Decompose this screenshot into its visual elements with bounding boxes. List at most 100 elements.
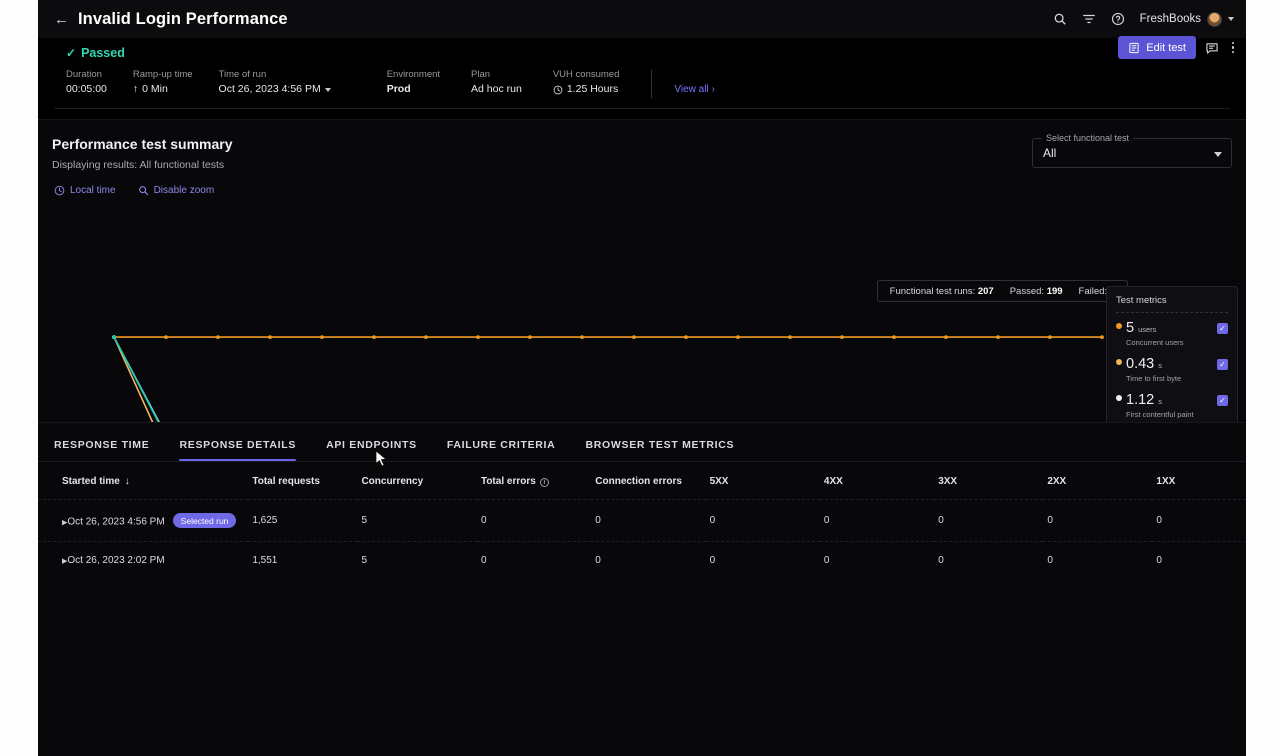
meta-environment: Environment Prod (387, 68, 440, 97)
table-header-1xx: 1XX (1152, 462, 1246, 500)
meta-vuh: VUH consumed 1.25 Hours (553, 68, 620, 97)
arrow-left-icon[interactable]: ← (54, 10, 69, 28)
stat-passed-label: Passed: (1009, 285, 1045, 297)
meta-rampup-value: 0 Min (142, 83, 168, 95)
stat-failed-label: Failed: (1078, 285, 1108, 297)
cell-connection-errors: 0 (591, 541, 706, 579)
functional-test-stats: Functional test runs: 207 Passed: 199 Fa… (876, 280, 1128, 302)
zoom-icon (138, 185, 149, 196)
header-extra-actions (1205, 36, 1234, 59)
cell-c4xx: 0 (819, 541, 935, 579)
info-icon[interactable]: i (539, 478, 549, 487)
stat-runs-label: Functional test runs: (889, 285, 976, 297)
table-row[interactable]: ▶Oct 26, 2023 4:56 PM Selected run 1,625 5 0… (38, 499, 1246, 542)
meta-duration-value: 00:05:00 (66, 83, 107, 95)
table-header-started-time[interactable]: Started time ↓ (38, 462, 249, 500)
account-menu[interactable]: FreshBooks (1139, 11, 1234, 27)
metric-value-row: 1.12 s (1116, 392, 1228, 408)
arrow-up-icon: ↑ (132, 83, 139, 95)
help-circle-icon[interactable] (1111, 12, 1126, 27)
divider (54, 108, 1230, 109)
table-row[interactable]: ▶Oct 26, 2023 2:02 PM 1,551 5 0 0 0 0 0 0 0 (38, 541, 1246, 579)
cell-c2xx: 0 (1043, 499, 1153, 542)
check-icon: ✓ (66, 46, 77, 60)
clock-icon (553, 85, 563, 95)
metric-value-row: 0.43 s (1116, 356, 1228, 372)
comment-icon[interactable] (1205, 40, 1220, 55)
table-header-row: Started time ↓ Total requests Concurrency To… (38, 462, 1246, 500)
meta-value: 00:05:00 (66, 82, 107, 97)
sort-control[interactable]: Started time ↓ (62, 476, 130, 487)
view-all-link[interactable]: View all › (674, 84, 715, 95)
table-header-4xx: 4XX (819, 462, 935, 500)
cell-c5xx: 0 (705, 499, 820, 542)
search-icon[interactable] (1053, 12, 1068, 27)
select-functional-test-label: Select functional test (1042, 133, 1134, 143)
view-all-label: View all (674, 84, 709, 95)
chevron-right-icon[interactable]: ▶ (62, 519, 68, 527)
top-bar: ← Invalid Login Performance (38, 0, 1246, 38)
cell-c2xx: 0 (1043, 541, 1153, 579)
cell-connection-errors: 0 (591, 499, 706, 542)
meta-value: 1.25 Hours (553, 82, 620, 97)
meta-plan: Plan Ad hoc run (471, 68, 522, 97)
metric-item: 0.43 s Time to first byte ✓ (1116, 356, 1228, 383)
metric-checkbox[interactable]: ✓ (1217, 395, 1228, 406)
disable-zoom-button[interactable]: Disable zoom (138, 185, 215, 196)
test-metrics-title: Test metrics (1116, 295, 1167, 306)
disable-zoom-label: Disable zoom (153, 185, 215, 196)
tab-response-time[interactable]: RESPONSE TIME (54, 439, 150, 451)
tab-failure-criteria[interactable]: FAILURE CRITERIA (446, 439, 556, 451)
meta-label: Time of run (218, 69, 267, 80)
stat-runs: Functional test runs: 207 (890, 286, 994, 297)
results-panel: RESPONSE TIME RESPONSE DETAILS API ENDPOIN… (38, 422, 1246, 756)
metric-caption: Concurrent users (1126, 338, 1184, 347)
metric-value: 1.12 (1126, 392, 1155, 408)
table-header-total-errors: Total errors i (476, 462, 592, 500)
edit-test-button[interactable]: Edit test (1118, 36, 1196, 59)
metric-checkbox[interactable]: ✓ (1217, 359, 1228, 370)
metric-checkbox[interactable]: ✓ (1217, 323, 1228, 334)
meta-value: Ad hoc run (471, 82, 522, 97)
divider (38, 461, 1246, 462)
filter-icon[interactable] (1082, 12, 1097, 27)
account-name: FreshBooks (1139, 13, 1201, 25)
status-label: Passed (81, 46, 125, 60)
select-functional-test[interactable]: Select functional test All (1032, 133, 1232, 168)
table-header-connection-errors: Connection errors (591, 462, 706, 500)
meta-value[interactable]: Oct 26, 2023 4:56 PM (219, 82, 331, 97)
cell-c3xx: 0 (934, 499, 1044, 542)
started-time-value: Oct 26, 2023 2:02 PM (67, 555, 165, 566)
kebab-menu-icon[interactable] (1231, 41, 1234, 54)
performance-summary-panel: Performance test summary Displaying resu… (38, 119, 1246, 515)
edit-test-label: Edit test (1146, 41, 1186, 54)
chart-toolbar: Local time Disable zoom (38, 171, 1246, 196)
local-time-toggle[interactable]: Local time (54, 185, 116, 196)
chart-series (112, 335, 1104, 339)
cell-concurrency: 5 (357, 541, 477, 579)
meta-label: Duration (66, 69, 102, 80)
cell-c5xx: 0 (705, 541, 820, 579)
chevron-right-icon: › (711, 84, 715, 95)
chevron-down-icon (1228, 17, 1234, 21)
select-functional-test-value: All (1043, 146, 1057, 160)
cell-c1xx: 0 (1152, 541, 1246, 579)
table-header-total-requests: Total requests (248, 462, 358, 500)
meta-label: Plan (471, 69, 491, 80)
tab-browser-test-metrics[interactable]: BROWSER TEST METRICS (585, 439, 735, 451)
divider (1116, 312, 1228, 313)
metric-value: 0.43 (1126, 356, 1155, 372)
metric-color-dot (1116, 395, 1122, 401)
results-tabs: RESPONSE TIME RESPONSE DETAILS API ENDPOIN… (38, 423, 1246, 461)
tab-api-endpoints[interactable]: API ENDPOINTS (326, 439, 417, 451)
meta-rampup: Ramp-up time ↑ 0 Min (133, 68, 193, 97)
tab-response-details[interactable]: RESPONSE DETAILS (179, 439, 296, 461)
chevron-down-icon[interactable] (324, 87, 331, 92)
summary-subtitle: Displaying results: All functional tests (52, 159, 225, 171)
table-header-5xx: 5XX (705, 462, 820, 500)
stat-runs-value: 207 (977, 285, 994, 297)
started-time-value: Oct 26, 2023 4:56 PM (67, 516, 165, 528)
cell-started-time: ▶Oct 26, 2023 4:56 PM Selected run (38, 499, 249, 542)
table-body: ▶Oct 26, 2023 4:56 PM Selected run 1,625 5 0… (38, 499, 1246, 579)
chevron-right-icon[interactable]: ▶ (62, 558, 68, 565)
